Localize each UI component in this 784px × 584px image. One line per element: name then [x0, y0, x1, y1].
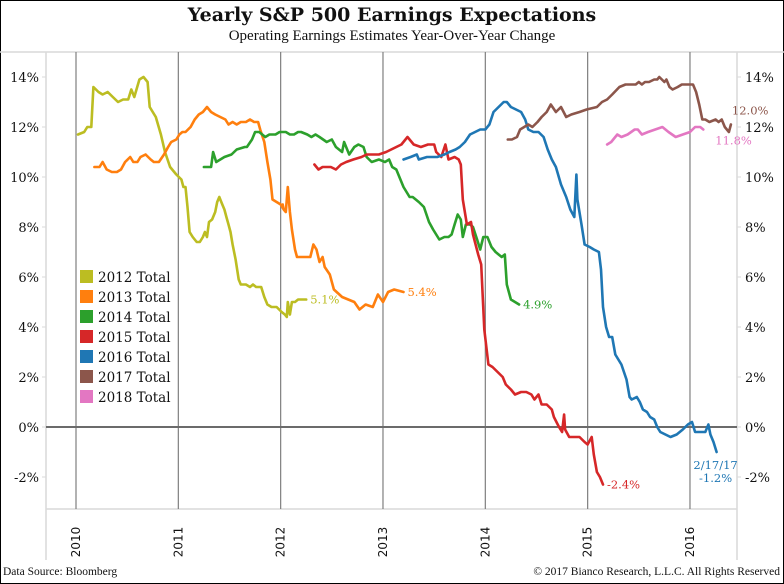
- series-line-2017: [506, 75, 733, 141]
- y-tick-label-right: 8%: [745, 221, 766, 236]
- y-tick-label-left: 10%: [10, 171, 39, 186]
- y-tick-label-left: 0%: [18, 421, 39, 436]
- y-tick-label-right: 14%: [745, 71, 774, 86]
- legend-swatch-2015: [80, 330, 93, 343]
- legend-label: 2013 Total: [98, 290, 171, 306]
- legend-swatch-2014: [80, 310, 93, 323]
- series-line-2012: [76, 75, 308, 319]
- end-label-2012: 5.1%: [310, 293, 339, 307]
- x-tick-label: 2011: [171, 527, 185, 558]
- x-tick-label: 2013: [376, 527, 390, 558]
- end-label-2018: 11.8%: [715, 134, 752, 148]
- end-label-2016: -1.2%: [699, 471, 732, 485]
- chart-title: Yearly S&P 500 Earnings Expectations: [187, 4, 597, 26]
- legend-label: 2018 Total: [98, 390, 171, 406]
- legend-swatch-2016: [80, 350, 93, 363]
- legend: 2012 Total 2013 Total 2014 Total 2015 Total…: [80, 270, 171, 406]
- y-tick-label-left: 4%: [18, 321, 39, 336]
- legend-swatch-2013: [80, 290, 93, 303]
- legend-swatch-2018: [80, 390, 93, 403]
- end-labels: 5.1% 5.4% 4.9% -2.4% 2/17/17-1.2% 12.0% 11.8%: [310, 104, 768, 492]
- y-tick-label-left: 6%: [18, 271, 39, 286]
- grid: [0, 51, 784, 560]
- series-line-2016: [402, 100, 718, 454]
- series-line-2014: [202, 130, 521, 306]
- series-line-2013: [93, 105, 405, 311]
- series-line-2015: [313, 135, 605, 486]
- legend-label: 2012 Total: [98, 270, 171, 286]
- end-date-label-2016: 2/17/17: [693, 458, 737, 472]
- legend-swatch-2012: [80, 270, 93, 283]
- series-line-2018: [605, 125, 705, 146]
- y-tick-label-right: 2%: [745, 371, 766, 386]
- legend-swatch-2017: [80, 370, 93, 383]
- end-label-2015: -2.4%: [607, 478, 640, 492]
- y-tick-label-right: 10%: [745, 171, 774, 186]
- x-tick-label: 2012: [274, 527, 288, 558]
- y-tick-label-right: 6%: [745, 271, 766, 286]
- y-tick-label-left: 2%: [18, 371, 39, 386]
- series-lines: [76, 75, 733, 486]
- y-tick-label-left: -2%: [14, 471, 39, 486]
- x-tick-label: 2015: [581, 527, 595, 558]
- end-label-2014: 4.9%: [523, 298, 552, 312]
- x-tick-label: 2016: [683, 527, 697, 558]
- legend-label: 2016 Total: [98, 350, 171, 366]
- legend-label: 2017 Total: [98, 370, 171, 386]
- y-tick-label-right: -2%: [745, 471, 770, 486]
- y-tick-label-left: 8%: [18, 221, 39, 236]
- x-tick-label: 2010: [69, 527, 83, 558]
- end-label-2013: 5.4%: [407, 285, 436, 299]
- data-source: Data Source: Bloomberg: [3, 566, 118, 578]
- copyright: © 2017 Bianco Research, L.L.C. All Right…: [533, 566, 780, 578]
- end-label-2017: 12.0%: [732, 104, 769, 118]
- legend-label: 2014 Total: [98, 310, 171, 326]
- chart-subtitle: Operating Earnings Estimates Year-Over-Y…: [228, 28, 556, 44]
- y-tick-label-right: 4%: [745, 321, 766, 336]
- x-tick-label: 2014: [478, 527, 492, 558]
- y-tick-label-left: 12%: [10, 121, 39, 136]
- axes: 2010 2011 2012 2013 2014 2015 2016 -2% -2% 0% 0% 2%…: [10, 71, 774, 557]
- y-tick-label-left: 14%: [10, 71, 39, 86]
- y-tick-label-right: 12%: [745, 121, 774, 136]
- legend-label: 2015 Total: [98, 330, 171, 346]
- y-tick-label-right: 0%: [745, 421, 766, 436]
